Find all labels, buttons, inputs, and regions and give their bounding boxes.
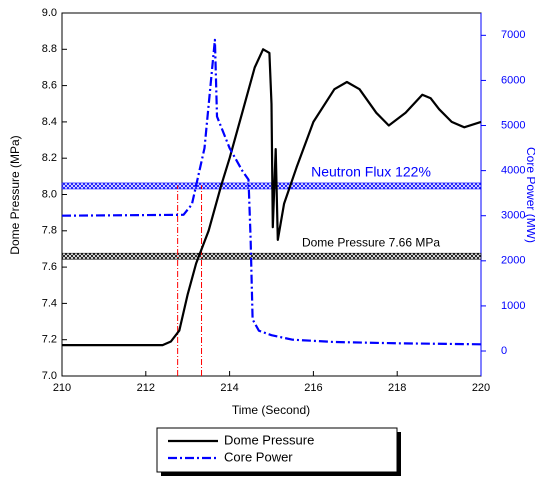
y-tick-label: 7.6 [42, 261, 57, 273]
legend [156, 427, 398, 473]
y-tick-label: 9.0 [42, 7, 57, 19]
series-line [62, 48, 482, 347]
y2-tick-label: 4000 [501, 165, 525, 177]
x-tick-label: 210 [53, 382, 71, 394]
y2-tick-label: 3000 [501, 210, 525, 222]
y2-tick-label: 1000 [501, 300, 525, 312]
y-tick-label: 7.4 [42, 297, 57, 309]
y2-tick-label: 5000 [501, 119, 525, 131]
x-axis-label: Time (Second) [232, 403, 310, 417]
y2-tick-label: 7000 [501, 29, 525, 41]
series-line [61, 38, 482, 346]
y-tick-label: 7.8 [42, 225, 57, 237]
legend-label: Core Power [224, 449, 293, 464]
y-tick-label: 7.2 [42, 334, 57, 346]
threshold-label: Dome Pressure 7.66 MPa [302, 235, 440, 249]
y2-tick-label: 2000 [501, 255, 525, 267]
threshold-label: Neutron Flux 122% [311, 164, 431, 180]
x-tick-label: 214 [220, 382, 238, 394]
x-tick-label: 212 [137, 382, 155, 394]
y-tick-label: 8.8 [42, 43, 57, 55]
y-tick-label: 7.0 [42, 370, 57, 382]
x-tick-label: 220 [472, 382, 490, 394]
threshold-band [61, 252, 482, 260]
x-tick-label: 218 [388, 382, 406, 394]
y-tick-label: 8.2 [42, 152, 57, 164]
legend-label: Dome Pressure [224, 432, 314, 447]
y-axis-label: Dome Pressure (MPa) [8, 135, 22, 254]
y2-axis-label: Core Power (MW) [524, 147, 535, 243]
y2-tick-label: 0 [501, 345, 507, 357]
y2-tick-label: 6000 [501, 74, 525, 86]
y-tick-label: 8.0 [42, 188, 57, 200]
y-tick-label: 8.6 [42, 80, 57, 92]
x-tick-label: 216 [304, 382, 322, 394]
y-tick-label: 8.4 [42, 116, 57, 128]
